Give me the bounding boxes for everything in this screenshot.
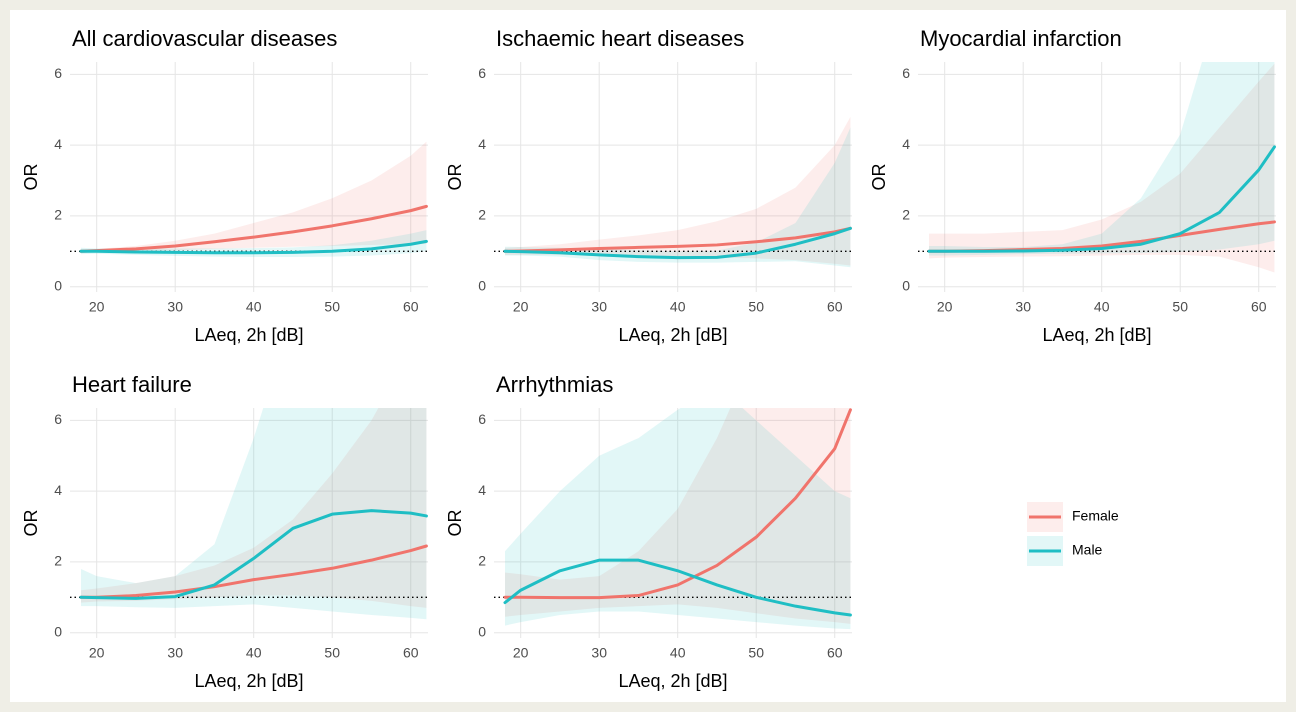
y-tick-label: 0: [54, 623, 62, 639]
x-tick-label: 20: [937, 299, 953, 315]
y-tick-label: 0: [54, 277, 62, 293]
confidence-band: [80, 408, 427, 608]
y-axis-label: OR: [445, 163, 465, 190]
x-tick-label: 30: [1015, 299, 1031, 315]
y-axis-label: OR: [21, 509, 41, 536]
series-line: [503, 226, 852, 260]
x-tick-label: 20: [89, 645, 105, 661]
x-axis-label: LAeq, 2h [dB]: [618, 671, 727, 691]
confidence-band: [504, 408, 851, 630]
y-tick-label: 4: [54, 136, 62, 152]
x-tick-label: 50: [1172, 299, 1188, 315]
x-tick-label: 40: [246, 645, 262, 661]
x-tick-label: 50: [324, 645, 340, 661]
y-tick-label: 6: [478, 411, 486, 427]
y-tick-label: 2: [478, 207, 486, 223]
series-line: [927, 145, 1276, 253]
y-tick-label: 2: [54, 207, 62, 223]
x-tick-label: 40: [670, 299, 686, 315]
x-tick-label: 30: [591, 299, 607, 315]
x-tick-label: 60: [403, 645, 419, 661]
series-line: [503, 226, 852, 253]
confidence-band: [504, 116, 851, 266]
panel-title: Arrhythmias: [496, 372, 613, 397]
y-tick-label: 2: [902, 207, 910, 223]
confidence-band: [928, 62, 1275, 256]
x-tick-label: 30: [167, 645, 183, 661]
series-line: [79, 509, 428, 600]
panel-title: Heart failure: [72, 372, 192, 397]
y-tick-label: 0: [478, 623, 486, 639]
x-tick-label: 50: [748, 645, 764, 661]
x-tick-label: 40: [670, 645, 686, 661]
y-tick-label: 0: [902, 277, 910, 293]
plot-area: [494, 62, 852, 292]
y-axis-label: OR: [445, 509, 465, 536]
confidence-band: [928, 63, 1275, 273]
x-axis-label: LAeq, 2h [dB]: [1042, 325, 1151, 345]
x-tick-label: 60: [827, 645, 843, 661]
y-axis-label: OR: [21, 163, 41, 190]
legend-label: Male: [1072, 542, 1103, 558]
y-axis-label: OR: [869, 163, 889, 190]
x-tick-label: 20: [89, 299, 105, 315]
y-tick-label: 4: [54, 482, 62, 498]
x-tick-label: 50: [324, 299, 340, 315]
x-tick-label: 30: [167, 299, 183, 315]
series-line: [503, 558, 852, 617]
panel-title: All cardiovascular diseases: [72, 26, 337, 51]
series-line: [79, 239, 428, 255]
y-tick-label: 4: [902, 136, 910, 152]
x-tick-label: 60: [403, 299, 419, 315]
plot-area: [70, 408, 428, 638]
plot-area: [494, 408, 852, 638]
x-tick-label: 20: [513, 645, 529, 661]
y-tick-label: 6: [478, 65, 486, 81]
x-axis-label: LAeq, 2h [dB]: [194, 671, 303, 691]
x-tick-label: 40: [246, 299, 262, 315]
x-tick-label: 60: [1251, 299, 1267, 315]
y-tick-label: 6: [54, 411, 62, 427]
x-axis-label: LAeq, 2h [dB]: [618, 325, 727, 345]
x-axis-label: LAeq, 2h [dB]: [194, 325, 303, 345]
series-line: [503, 408, 852, 600]
x-tick-label: 40: [1094, 299, 1110, 315]
y-tick-label: 6: [902, 65, 910, 81]
y-tick-label: 0: [478, 277, 486, 293]
y-tick-label: 2: [478, 553, 486, 569]
panel-title: Ischaemic heart diseases: [496, 26, 744, 51]
y-tick-label: 6: [54, 65, 62, 81]
plot-area: [70, 62, 428, 292]
x-tick-label: 30: [591, 645, 607, 661]
legend-label: Female: [1072, 508, 1119, 524]
confidence-band: [504, 408, 851, 624]
plot-area: [918, 62, 1276, 292]
x-tick-label: 20: [513, 299, 529, 315]
y-tick-label: 2: [54, 553, 62, 569]
y-tick-label: 4: [478, 482, 486, 498]
series-line: [79, 204, 428, 253]
panel-title: Myocardial infarction: [920, 26, 1122, 51]
series-line: [79, 544, 428, 599]
x-tick-label: 50: [748, 299, 764, 315]
y-tick-label: 4: [478, 136, 486, 152]
x-tick-label: 60: [827, 299, 843, 315]
